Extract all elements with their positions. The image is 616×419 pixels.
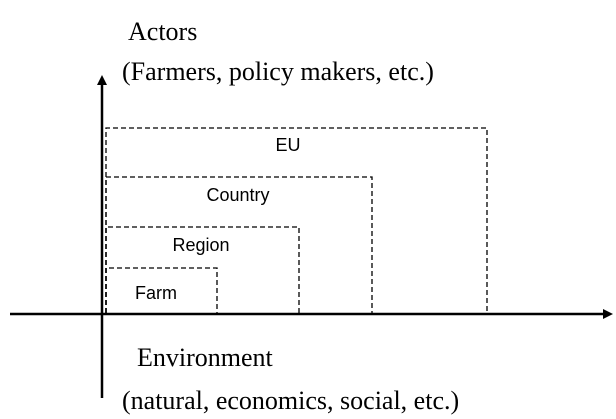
farm-box	[105, 267, 218, 313]
y-axis-subtitle: (Farmers, policy makers, etc.)	[122, 57, 434, 86]
level-label: Farm	[135, 283, 177, 303]
x-axis-subtitle: (natural, economics, social, etc.)	[122, 386, 459, 415]
level-label: EU	[275, 135, 300, 155]
y-axis-title: Actors	[128, 17, 197, 46]
x-axis-title: Environment	[137, 343, 274, 372]
level-label: Region	[172, 235, 229, 255]
level-label: Country	[206, 185, 269, 205]
